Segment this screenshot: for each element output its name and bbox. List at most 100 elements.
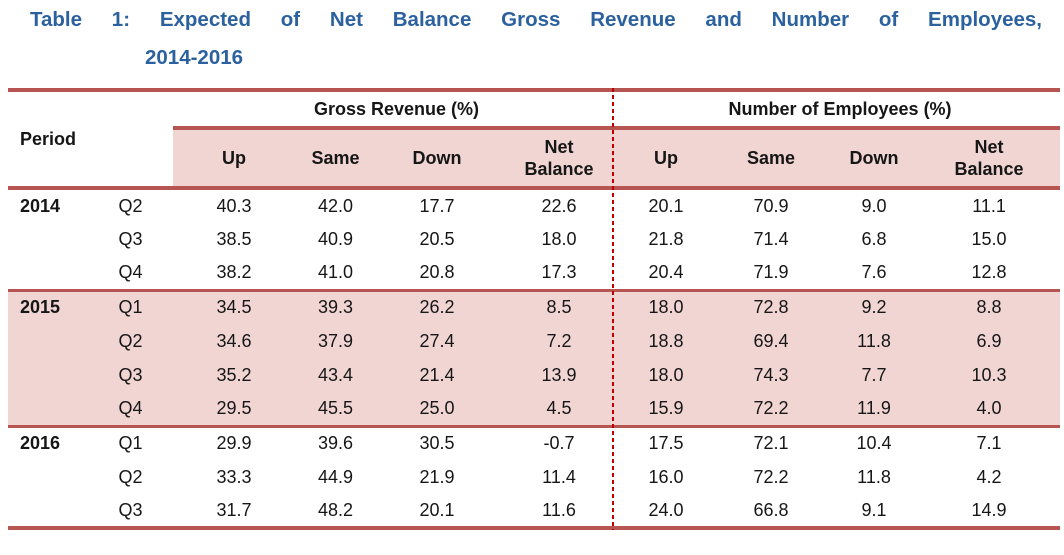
gross-revenue-value: 44.9 bbox=[295, 460, 377, 494]
table-row: 2014 Q2 40.3 42.0 17.7 22.6 20.1 70.9 9.0 11.1 bbox=[8, 188, 1061, 222]
gross-revenue-value: 38.2 bbox=[173, 256, 296, 290]
employees-value: 10.3 bbox=[918, 358, 1061, 392]
employees-value: 12.8 bbox=[918, 256, 1061, 290]
quarter-cell: Q1 bbox=[88, 424, 174, 460]
table-row: Q2 33.3 44.9 21.9 11.4 16.0 72.2 11.8 4.2 bbox=[8, 460, 1061, 494]
employees-value: 9.2 bbox=[830, 288, 919, 324]
quarter-cell: Q4 bbox=[88, 256, 174, 290]
employees-group-header: Number of Employees (%) bbox=[620, 90, 1061, 130]
gross-revenue-value: 42.0 bbox=[295, 188, 377, 222]
quarter-cell: Q2 bbox=[88, 324, 174, 358]
employees-value: 10.4 bbox=[830, 424, 919, 460]
ne-up-header: Up bbox=[620, 128, 713, 190]
employees-value: 9.1 bbox=[830, 494, 919, 528]
table-title-line2: 2014-2016 bbox=[145, 45, 244, 69]
header-sub-row: Up Same Down Net Balance Up Same Down Ne… bbox=[8, 128, 1061, 190]
quarter-cell: Q2 bbox=[88, 188, 174, 222]
ne-down-header: Down bbox=[830, 128, 919, 190]
table-row: 2016 Q1 29.9 39.6 30.5 -0.7 17.5 72.1 10.4 7.1 bbox=[8, 424, 1061, 460]
year-cell: 2015 bbox=[8, 288, 88, 324]
quarter-cell: Q3 bbox=[88, 358, 174, 392]
employees-value: 9.0 bbox=[830, 188, 919, 222]
gr-net-balance-label: Net Balance bbox=[524, 136, 594, 180]
employees-value: 16.0 bbox=[620, 460, 713, 494]
employees-value: 21.8 bbox=[620, 222, 713, 256]
gross-revenue-value: 40.3 bbox=[173, 188, 296, 222]
year-cell bbox=[8, 358, 88, 392]
employees-value: 69.4 bbox=[712, 324, 831, 358]
employees-value: 72.2 bbox=[712, 392, 831, 426]
employees-value: 7.1 bbox=[918, 424, 1061, 460]
employees-value: 6.9 bbox=[918, 324, 1061, 358]
gross-revenue-value: 39.3 bbox=[295, 288, 377, 324]
gross-revenue-value: 21.4 bbox=[376, 358, 499, 392]
year-cell: 2016 bbox=[8, 424, 88, 460]
employees-value: 72.8 bbox=[712, 288, 831, 324]
gross-revenue-value: 20.5 bbox=[376, 222, 499, 256]
employees-value: 17.5 bbox=[620, 424, 713, 460]
gross-revenue-value: 45.5 bbox=[295, 392, 377, 426]
employees-value: 18.8 bbox=[620, 324, 713, 358]
quarter-cell: Q4 bbox=[88, 392, 174, 426]
ne-net-balance-label: Net Balance bbox=[954, 136, 1024, 180]
year-cell bbox=[8, 222, 88, 256]
employees-value: 11.8 bbox=[830, 460, 919, 494]
quarter-cell: Q2 bbox=[88, 460, 174, 494]
employees-value: 15.9 bbox=[620, 392, 713, 426]
gr-net-balance-header: Net Balance bbox=[498, 128, 621, 190]
employees-value: 74.3 bbox=[712, 358, 831, 392]
table-row: Q4 38.2 41.0 20.8 17.3 20.4 71.9 7.6 12.8 bbox=[8, 256, 1061, 290]
gross-revenue-value: 18.0 bbox=[498, 222, 621, 256]
gross-revenue-value: 41.0 bbox=[295, 256, 377, 290]
gross-revenue-value: 8.5 bbox=[498, 288, 621, 324]
gross-revenue-value: 22.6 bbox=[498, 188, 621, 222]
employees-value: 6.8 bbox=[830, 222, 919, 256]
gross-revenue-value: 17.3 bbox=[498, 256, 621, 290]
year-cell bbox=[8, 324, 88, 358]
gross-revenue-value: 29.9 bbox=[173, 424, 296, 460]
gross-revenue-value: 25.0 bbox=[376, 392, 499, 426]
gross-revenue-value: 34.5 bbox=[173, 288, 296, 324]
employees-value: 20.4 bbox=[620, 256, 713, 290]
employees-value: 4.0 bbox=[918, 392, 1061, 426]
gr-same-header: Same bbox=[295, 128, 377, 190]
employees-value: 4.2 bbox=[918, 460, 1061, 494]
employees-value: 71.4 bbox=[712, 222, 831, 256]
employees-value: 7.7 bbox=[830, 358, 919, 392]
employees-value: 24.0 bbox=[620, 494, 713, 528]
gr-down-header: Down bbox=[376, 128, 499, 190]
employees-value: 11.9 bbox=[830, 392, 919, 426]
employees-value: 72.1 bbox=[712, 424, 831, 460]
employees-value: 18.0 bbox=[620, 288, 713, 324]
year-cell bbox=[8, 494, 88, 528]
gross-revenue-value: 20.8 bbox=[376, 256, 499, 290]
gross-revenue-value: 11.6 bbox=[498, 494, 621, 528]
gross-revenue-value: 35.2 bbox=[173, 358, 296, 392]
employees-value: 8.8 bbox=[918, 288, 1061, 324]
gr-up-header: Up bbox=[173, 128, 296, 190]
table-row: Q3 35.2 43.4 21.4 13.9 18.0 74.3 7.7 10.3 bbox=[8, 358, 1061, 392]
year-cell bbox=[8, 392, 88, 426]
gross-revenue-value: 7.2 bbox=[498, 324, 621, 358]
employees-value: 20.1 bbox=[620, 188, 713, 222]
table-title-line1: Table 1: Expected of Net Balance Gross R… bbox=[30, 8, 1042, 31]
year-cell bbox=[8, 460, 88, 494]
gross-revenue-group-header: Gross Revenue (%) bbox=[173, 90, 621, 130]
gross-revenue-value: 13.9 bbox=[498, 358, 621, 392]
gross-revenue-value: 34.6 bbox=[173, 324, 296, 358]
gross-revenue-value: 48.2 bbox=[295, 494, 377, 528]
table-row: 2015 Q1 34.5 39.3 26.2 8.5 18.0 72.8 9.2 8.8 bbox=[8, 288, 1061, 324]
gross-revenue-value: -0.7 bbox=[498, 424, 621, 460]
gross-revenue-value: 33.3 bbox=[173, 460, 296, 494]
quarter-cell: Q3 bbox=[88, 494, 174, 528]
employees-value: 15.0 bbox=[918, 222, 1061, 256]
employees-value: 66.8 bbox=[712, 494, 831, 528]
gross-revenue-value: 20.1 bbox=[376, 494, 499, 528]
table-body: 2014 Q2 40.3 42.0 17.7 22.6 20.1 70.9 9.0 11.1 Q3 3… bbox=[8, 188, 1061, 528]
gross-revenue-value: 43.4 bbox=[295, 358, 377, 392]
gross-revenue-value: 39.6 bbox=[295, 424, 377, 460]
gross-revenue-value: 11.4 bbox=[498, 460, 621, 494]
data-table-container: Period Gross Revenue (%) Number of Emplo… bbox=[8, 88, 1061, 530]
employees-value: 11.8 bbox=[830, 324, 919, 358]
table-row: Q3 31.7 48.2 20.1 11.6 24.0 66.8 9.1 14.9 bbox=[8, 494, 1061, 528]
